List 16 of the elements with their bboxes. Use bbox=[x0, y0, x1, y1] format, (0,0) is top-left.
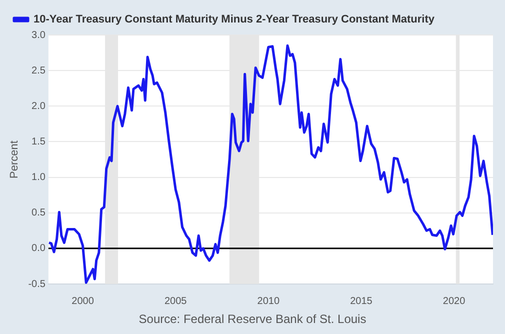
y-tick-label: 0.5 bbox=[32, 208, 46, 219]
x-tick-label: 2015 bbox=[350, 296, 373, 307]
y-tick-label: -0.5 bbox=[28, 278, 46, 290]
y-tick-label: 1.5 bbox=[32, 136, 46, 148]
x-tick-label: 2010 bbox=[257, 296, 280, 307]
y-axis-title: Percent bbox=[8, 140, 21, 178]
y-tick-label: 1.0 bbox=[32, 172, 46, 184]
x-tick-label: 2000 bbox=[72, 296, 94, 307]
y-tick-label: 2.5 bbox=[32, 65, 46, 76]
legend-label: 10-Year Treasury Constant Maturity Minus 2-Year Treasury Constant Maturity bbox=[34, 14, 436, 26]
x-tick-label: 2005 bbox=[164, 296, 188, 307]
y-tick-label: 0.0 bbox=[32, 243, 46, 254]
y-tick-label: 2.0 bbox=[32, 100, 46, 112]
x-tick-label: 2020 bbox=[442, 296, 466, 307]
y-tick-label: 3.0 bbox=[32, 30, 46, 41]
source-note: Source: Federal Reserve Bank of St. Louis bbox=[138, 312, 368, 326]
